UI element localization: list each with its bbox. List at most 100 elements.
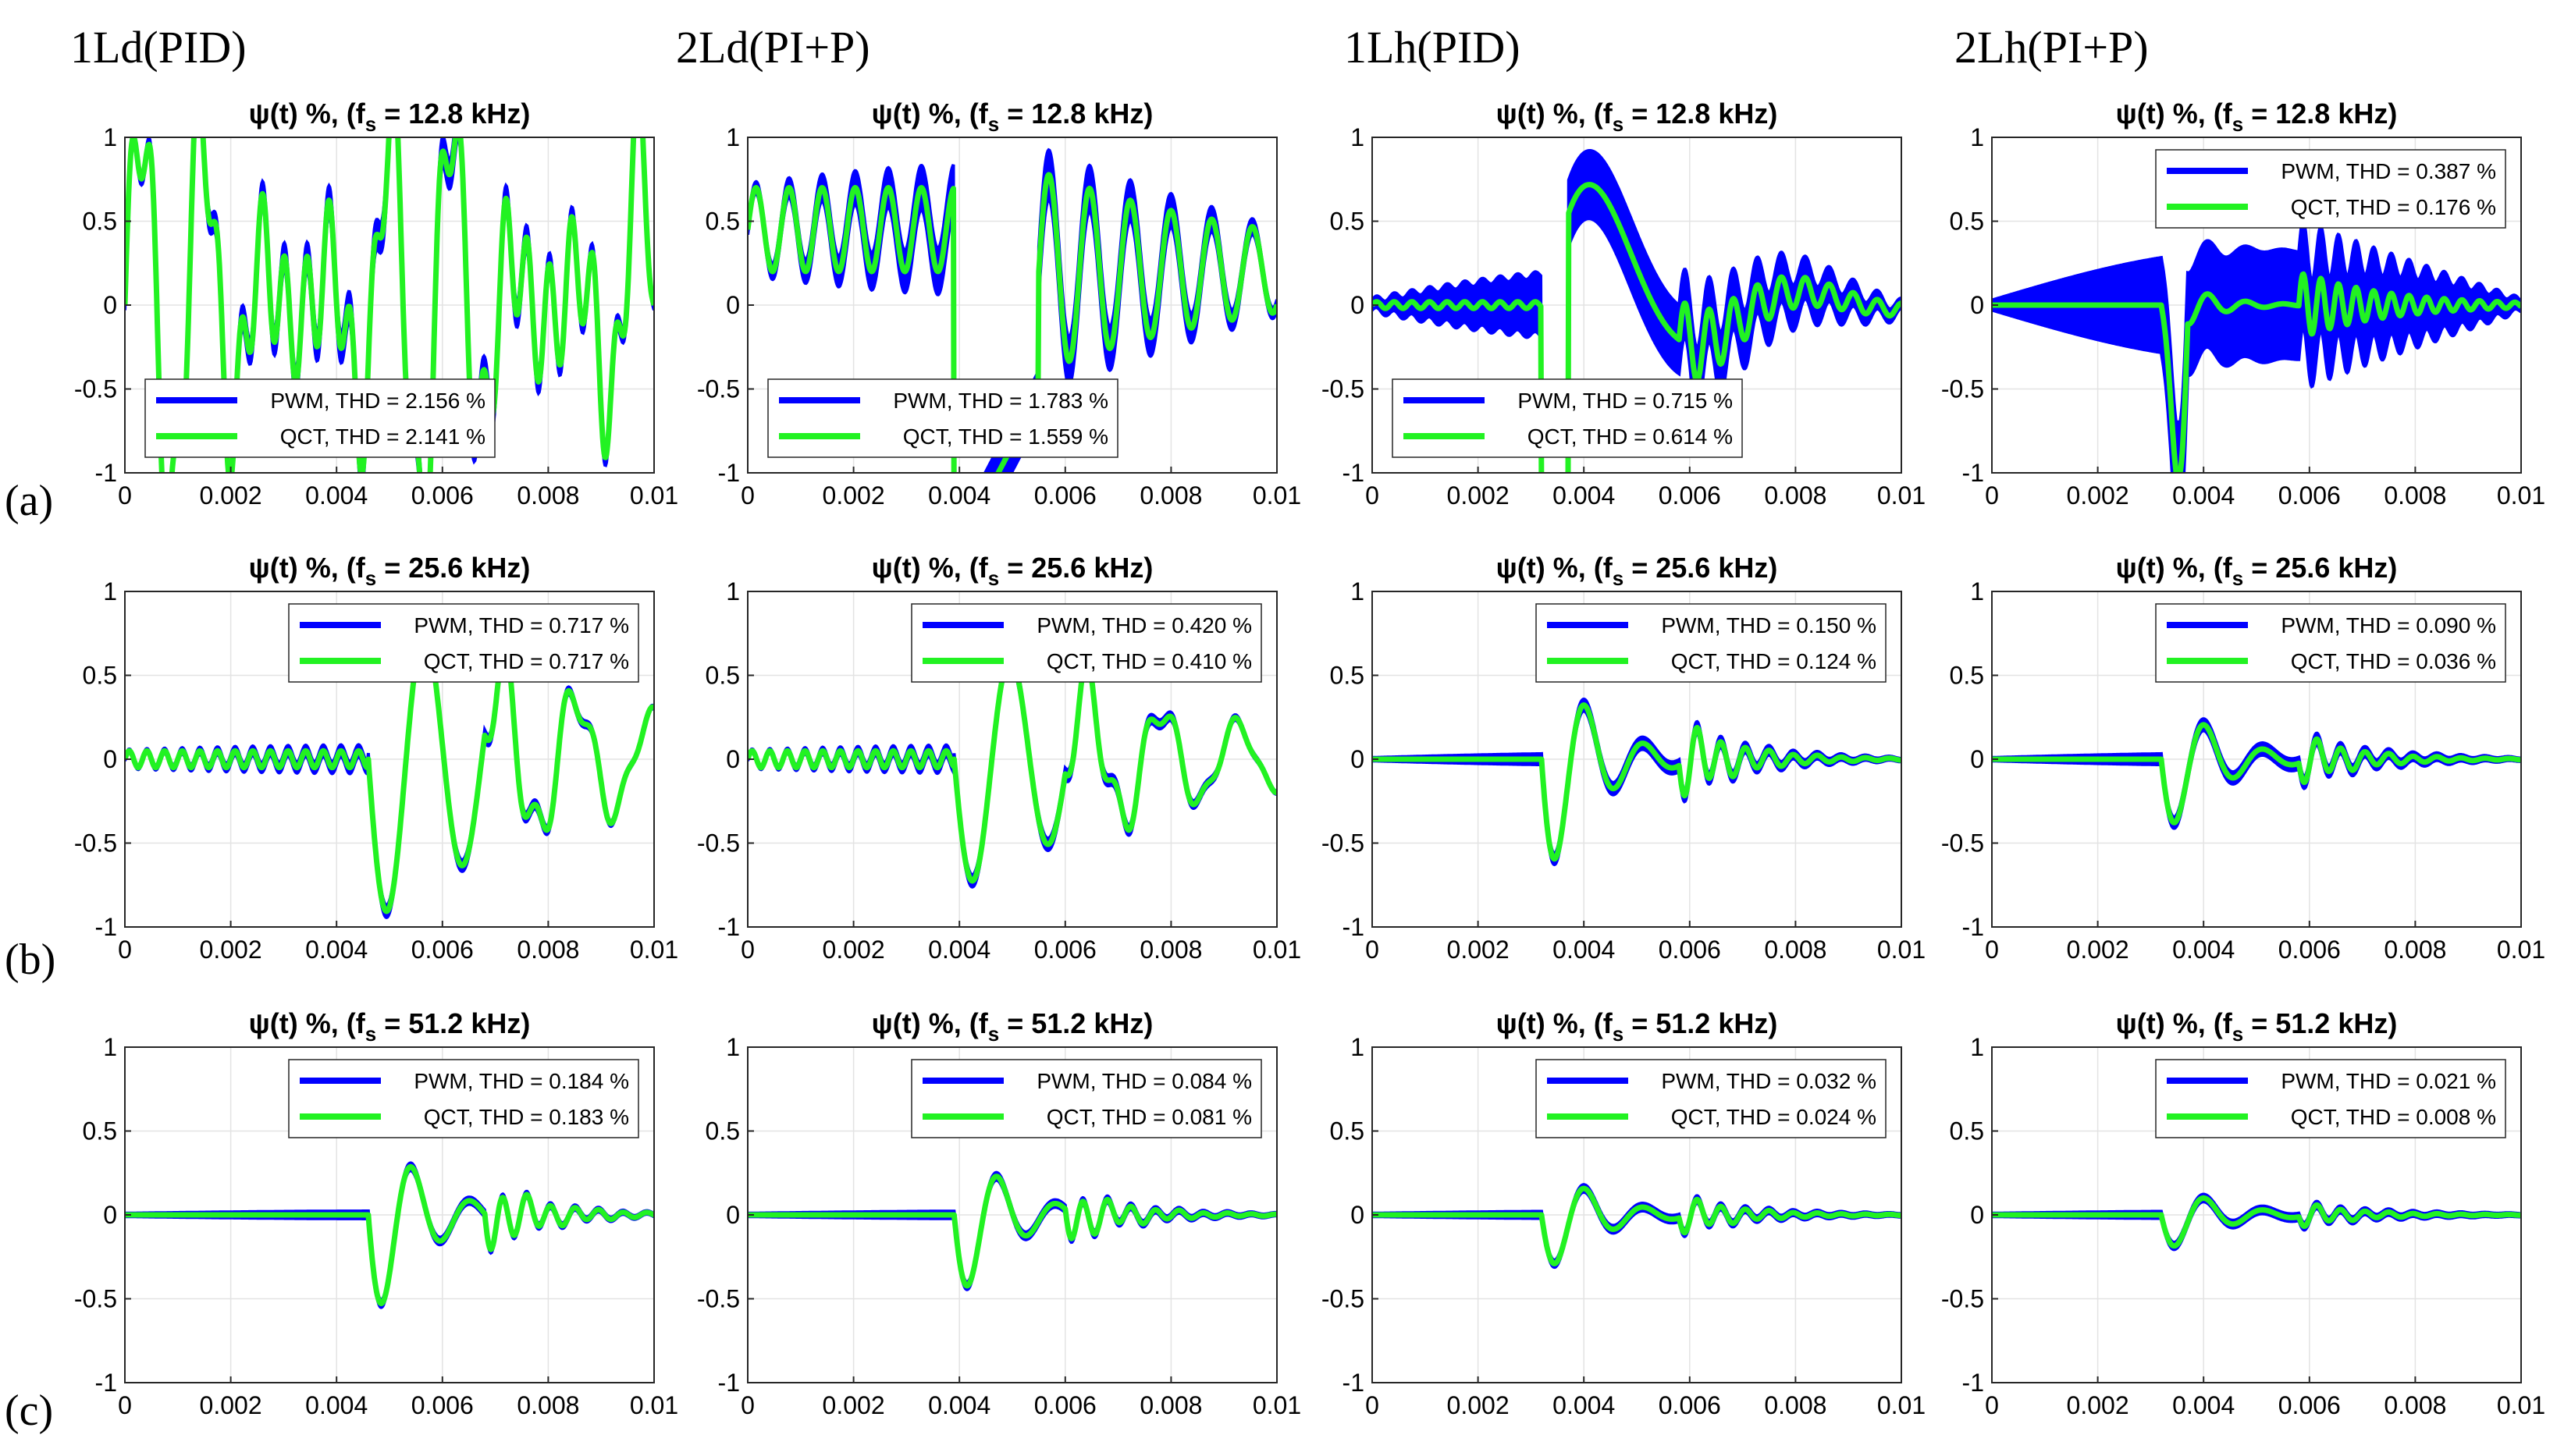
legend: PWM, THD = 0.032 % QCT, THD = 0.024 % <box>1535 1059 1887 1138</box>
x-tick-label: 0 <box>1985 1391 1999 1419</box>
y-tick-label: -0.5 <box>697 375 740 403</box>
plot-title-prefix: ψ(t) %, (f <box>872 1007 989 1039</box>
plot-title: ψ(t) %, (fs = 25.6 kHz) <box>249 552 531 590</box>
legend-box <box>144 378 496 458</box>
plot-title-eq: = <box>376 98 408 130</box>
y-tick-label: 0.5 <box>83 1117 117 1145</box>
legend-label-pwm: PWM, THD = 0.150 % <box>1661 613 1876 637</box>
x-tick-label: 0 <box>118 936 132 964</box>
plot-title-fs: 25.6 kHz <box>2275 552 2388 584</box>
legend: PWM, THD = 0.090 % QCT, THD = 0.036 % <box>2155 603 2506 683</box>
y-tick-label: 1 <box>103 1033 117 1061</box>
waveforms <box>125 624 654 920</box>
legend-label-qct: QCT, THD = 0.717 % <box>424 649 629 673</box>
plot-title-close: ) <box>2388 552 2397 584</box>
plot-title: ψ(t) %, (fs = 25.6 kHz) <box>872 552 1154 590</box>
plot-title-close: ) <box>521 98 530 130</box>
x-tick-label: 0.006 <box>2278 481 2341 510</box>
waveforms <box>1372 697 1901 867</box>
y-tick-label: -1 <box>1343 913 1364 941</box>
waveforms <box>1372 149 1901 473</box>
y-tick-label: 0 <box>103 291 117 319</box>
y-tick-label: 1 <box>1350 123 1364 151</box>
plot-title-eq: = <box>376 552 408 584</box>
plot-title-close: ) <box>1768 1007 1777 1039</box>
legend-box <box>1535 603 1887 683</box>
plot-panel: 0 0.002 0.004 0.006 0.008 0.01 1 0.5 0 -0.5 -1 ψ(t)… <box>74 98 678 510</box>
x-tick-label: 0.002 <box>1447 936 1510 964</box>
y-tick-label: 1 <box>1350 1033 1364 1061</box>
legend-label-pwm: PWM, THD = 0.420 % <box>1037 613 1252 637</box>
legend-label-qct: QCT, THD = 1.559 % <box>903 424 1108 449</box>
plot-title-prefix: ψ(t) %, (f <box>249 552 366 584</box>
plot-title-subscript: s <box>2232 112 2243 136</box>
plot-panel: 0 0.002 0.004 0.006 0.008 0.01 1 0.5 0 -0.5 -1 ψ(t)… <box>1321 1007 1926 1419</box>
x-tick-label: 0.002 <box>2067 936 2129 964</box>
x-tick-label: 0.01 <box>630 936 678 964</box>
legend-label-pwm: PWM, THD = 0.715 % <box>1517 389 1733 413</box>
y-tick-label: 0.5 <box>1330 208 1364 236</box>
plot-title-subscript: s <box>2232 1022 2243 1046</box>
y-tick-label: -0.5 <box>74 829 117 858</box>
series-qct-line <box>1372 1185 1901 1266</box>
y-tick-label: -0.5 <box>1941 375 1984 403</box>
column-title-2Ld: 2Ld(PI+P) <box>676 22 870 73</box>
y-tick-label: -1 <box>1962 1369 1984 1397</box>
y-tick-label: 1 <box>103 577 117 605</box>
x-tick-label: 0.008 <box>1764 481 1826 510</box>
y-tick-label: -1 <box>95 913 117 941</box>
x-tick-label: 0.004 <box>1552 481 1615 510</box>
y-tick-label: 0.5 <box>706 1117 740 1145</box>
plot-title-eq: = <box>2243 1007 2275 1039</box>
y-tick-label: -0.5 <box>697 829 740 858</box>
y-tick-label: -0.5 <box>1941 829 1984 858</box>
legend-box <box>1392 378 1743 458</box>
legend-label-qct: QCT, THD = 0.008 % <box>2291 1105 2496 1129</box>
legend-label-pwm: PWM, THD = 1.783 % <box>893 389 1108 413</box>
x-tick-label: 0 <box>1365 481 1379 510</box>
waveforms <box>125 1161 654 1309</box>
x-tick-label: 0.002 <box>823 481 885 510</box>
x-tick-label: 0.004 <box>305 936 368 964</box>
y-tick-label: -0.5 <box>1321 375 1364 403</box>
x-tick-label: 0.006 <box>1659 936 1721 964</box>
plot-panel: 0 0.002 0.004 0.006 0.008 0.01 1 0.5 0 -0.5 -1 ψ(t)… <box>1941 1007 2545 1419</box>
x-tick-label: 0.01 <box>1253 936 1301 964</box>
plot-title-fs: 51.2 kHz <box>408 1007 521 1039</box>
plot-panel: 0 0.002 0.004 0.006 0.008 0.01 1 0.5 0 -0.5 -1 ψ(t)… <box>74 1007 678 1419</box>
plot-title-fs: 12.8 kHz <box>2275 98 2388 130</box>
plot-title-close: ) <box>1768 98 1777 130</box>
plot-title-prefix: ψ(t) %, (f <box>872 552 989 584</box>
x-tick-label: 0.002 <box>823 1391 885 1419</box>
y-tick-label: 0 <box>1350 745 1364 773</box>
legend-box <box>2155 149 2506 229</box>
column-title-2Lh: 2Lh(PI+P) <box>1954 22 2149 73</box>
legend-box <box>2155 1059 2506 1138</box>
series-qct-line <box>1992 722 2521 826</box>
x-tick-label: 0 <box>1365 1391 1379 1419</box>
series-pwm-line <box>125 1161 654 1309</box>
x-tick-label: 0.004 <box>1552 1391 1615 1419</box>
x-tick-label: 0 <box>118 1391 132 1419</box>
series-qct-line <box>1372 182 1901 473</box>
series-pwm-line <box>1992 218 2521 473</box>
x-tick-label: 0.008 <box>1140 1391 1202 1419</box>
y-tick-label: -0.5 <box>1321 1285 1364 1313</box>
y-tick-label: 0 <box>1970 291 1984 319</box>
legend-label-qct: QCT, THD = 0.183 % <box>424 1105 629 1129</box>
x-tick-label: 0.008 <box>517 936 579 964</box>
y-tick-label: -1 <box>1343 459 1364 487</box>
series-qct-line <box>125 629 654 914</box>
legend-label-qct: QCT, THD = 0.410 % <box>1047 649 1252 673</box>
y-tick-label: 1 <box>726 1033 740 1061</box>
y-tick-label: 0 <box>1350 291 1364 319</box>
y-tick-label: 0.5 <box>706 662 740 690</box>
waveforms <box>1992 218 2521 473</box>
x-tick-label: 0.002 <box>200 481 262 510</box>
y-tick-label: -1 <box>1962 913 1984 941</box>
plot-title-subscript: s <box>988 566 999 590</box>
plot-panel: 0 0.002 0.004 0.006 0.008 0.01 1 0.5 0 -0.5 -1 ψ(t)… <box>697 552 1301 964</box>
plot-title-eq: = <box>376 1007 408 1039</box>
plot-title-subscript: s <box>365 112 376 136</box>
